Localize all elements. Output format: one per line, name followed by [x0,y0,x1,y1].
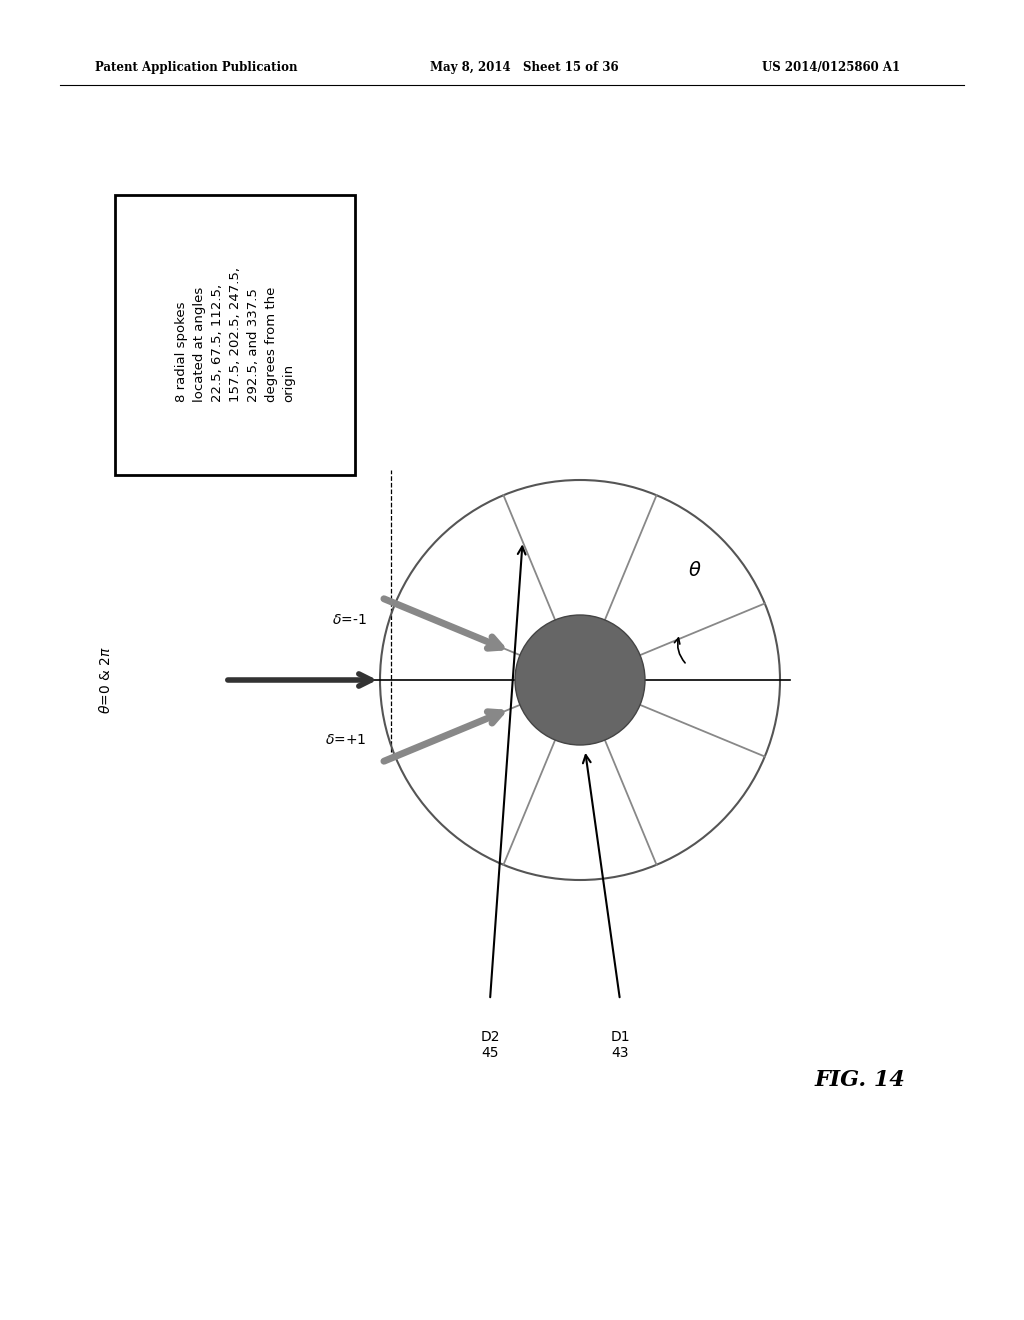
Text: May 8, 2014   Sheet 15 of 36: May 8, 2014 Sheet 15 of 36 [430,62,618,74]
Text: $\theta$=0 & 2$\pi$: $\theta$=0 & 2$\pi$ [97,645,113,714]
Text: $\delta$=-1: $\delta$=-1 [332,612,367,627]
Text: D2
45: D2 45 [480,1030,500,1060]
Text: 8 radial spokes
located at angles
22.5, 67.5, 112.5,
157.5, 202.5, 247.5,
292.5,: 8 radial spokes located at angles 22.5, … [174,268,296,403]
Circle shape [515,615,645,744]
Text: US 2014/0125860 A1: US 2014/0125860 A1 [762,62,900,74]
Text: Patent Application Publication: Patent Application Publication [95,62,298,74]
Text: $\delta$=+1: $\delta$=+1 [325,734,367,747]
Bar [115,195,355,475]
Text: D1
43: D1 43 [610,1030,630,1060]
Text: $\theta$: $\theta$ [688,561,701,579]
Text: FIG. 14: FIG. 14 [814,1069,905,1092]
